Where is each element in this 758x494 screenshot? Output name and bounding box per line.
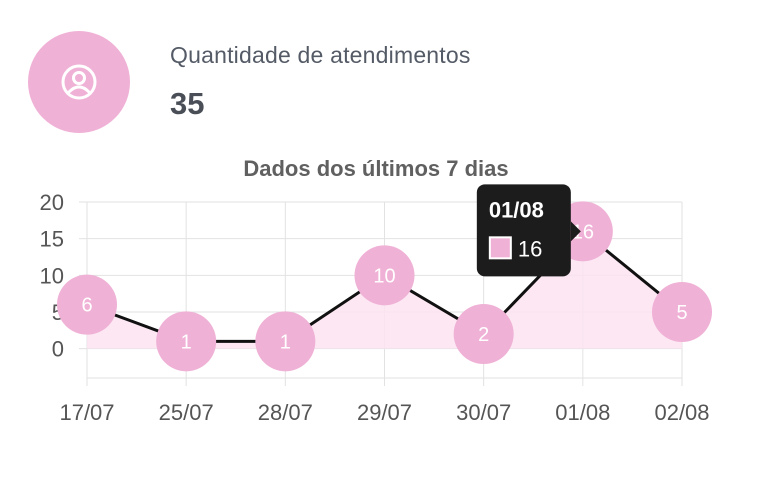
data-label: 16 <box>572 221 594 243</box>
kpi-icon-circle <box>28 31 130 133</box>
data-point <box>354 245 415 306</box>
user-circle-icon <box>61 64 97 100</box>
y-tick-label: 10 <box>40 263 64 288</box>
chart-title: Dados dos últimos 7 dias <box>243 156 508 181</box>
data-point <box>255 311 316 372</box>
x-tick-label: 25/07 <box>159 400 214 425</box>
data-label: 5 <box>676 302 687 324</box>
data-label: 1 <box>181 331 192 353</box>
data-point <box>453 304 514 364</box>
data-label: 1 <box>280 331 291 353</box>
tooltip-title: 01/08 <box>489 197 544 222</box>
y-tick-label: 15 <box>40 227 64 252</box>
data-point <box>156 311 217 372</box>
tooltip: 01/08 16 <box>476 184 581 277</box>
tooltip-caret <box>570 221 581 242</box>
x-tick-label: 28/07 <box>258 400 313 425</box>
data-point <box>652 282 712 342</box>
x-tick-label: 02/08 <box>654 400 709 425</box>
tooltip-swatch <box>488 236 512 260</box>
x-tick-label: 29/07 <box>357 400 412 425</box>
x-tick-label: 30/07 <box>456 400 511 425</box>
kpi-value: 35 <box>170 86 205 121</box>
kpi-label: Quantidade de atendimentos <box>170 42 471 68</box>
data-label: 6 <box>81 295 92 317</box>
data-label: 10 <box>373 265 395 287</box>
y-tick-label: 20 <box>40 190 64 215</box>
y-tick-label: 0 <box>52 337 64 362</box>
data-label: 2 <box>478 324 489 346</box>
tooltip-value: 16 <box>518 236 542 261</box>
data-point <box>57 274 117 335</box>
x-axis-ticks: 17/07 25/07 28/07 29/07 30/07 01/08 02/08 <box>59 400 709 425</box>
x-tick-label: 17/07 <box>59 400 114 425</box>
x-tick-label: 01/08 <box>555 400 610 425</box>
